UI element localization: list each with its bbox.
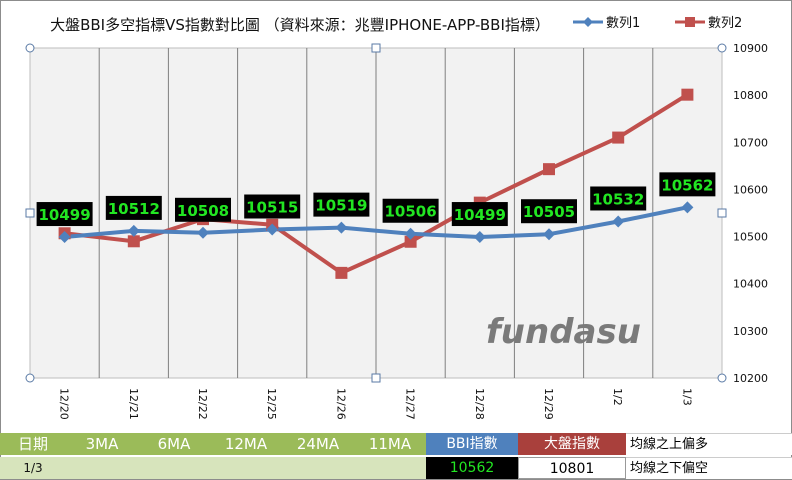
series2-point: [681, 88, 694, 101]
table-header-12ma: 12MA: [210, 433, 282, 455]
data-label-box: [105, 195, 162, 220]
table-date-value: 1/3: [0, 457, 66, 479]
series1-point: [58, 231, 71, 244]
legend-label-series1: 數列1: [606, 16, 640, 31]
table-header-bbi: BBI指數: [426, 433, 518, 455]
series-layer: [58, 88, 694, 279]
line-chart: 大盤BBI多空指標VS指數對比圖 （資料來源：兆豐IPHONE-APP-BBI指…: [25, 16, 768, 420]
table-header-index: 大盤指數: [518, 433, 626, 455]
legend-marker-series1: [583, 17, 593, 27]
y-axis-ticks: 10200 10300 10400 10500 10600 10700 10800 10900: [733, 42, 768, 385]
data-label: 10499: [39, 206, 91, 224]
y-tick-label: 10700: [733, 136, 768, 149]
series2-point: [543, 163, 555, 176]
data-label: 10508: [177, 202, 229, 220]
data-label-box: [382, 198, 439, 223]
watermark: fundasu: [486, 312, 641, 352]
table-header-6ma: 6MA: [138, 433, 210, 455]
legend-label-series2: 數列2: [708, 16, 742, 31]
table-ma-values: [66, 457, 426, 479]
data-labels-layer: 10499 10512 10508 10515 10519 10506 10499 10505…: [36, 172, 716, 227]
data-label: 10562: [661, 176, 713, 194]
data-label-box: [36, 202, 93, 227]
table-index-value: 10801: [518, 457, 626, 479]
table-header-3ma: 3MA: [66, 433, 138, 455]
series2-point: [404, 235, 417, 248]
table-header-date: 日期: [0, 433, 66, 455]
data-label-box: [521, 199, 577, 224]
x-tick-label: 1/2: [611, 388, 624, 406]
data-label: 10499: [454, 206, 506, 224]
series1-point: [543, 228, 555, 241]
y-tick-label: 10200: [733, 372, 768, 385]
y-tick-label: 10500: [733, 231, 768, 244]
series2-point: [335, 266, 348, 279]
data-label-box: [313, 192, 370, 217]
data-label: 10505: [523, 203, 575, 221]
data-label-box: [590, 186, 647, 211]
x-tick-label: 12/25: [265, 388, 278, 420]
x-tick-label: 12/22: [196, 388, 209, 420]
summary-table: 日期 3MA 6MA 12MA 24MA 11MA BBI指數 大盤指數 均線之…: [0, 433, 792, 480]
series1-point: [612, 215, 625, 228]
x-tick-label: 12/21: [127, 388, 140, 420]
series1-line: [64, 205, 688, 240]
resize-handle[interactable]: [717, 43, 727, 53]
resize-handle[interactable]: [717, 373, 727, 383]
resize-handle[interactable]: [25, 43, 35, 53]
x-tick-label: 12/28: [473, 388, 486, 420]
resize-handle[interactable]: [371, 373, 381, 383]
series2-point: [612, 131, 625, 144]
y-tick-label: 10900: [733, 42, 768, 55]
selection-handles[interactable]: [25, 43, 727, 383]
y-tick-label: 10600: [733, 183, 768, 196]
chart-title: 大盤BBI多空指標VS指數對比圖 （資料來源：兆豐IPHONE-APP-BBI指…: [50, 16, 550, 34]
data-label-box: [244, 194, 301, 219]
data-label: 10512: [108, 200, 160, 218]
x-tick-label: 12/29: [542, 388, 555, 420]
x-tick-label: 1/3: [680, 388, 693, 406]
resize-handle[interactable]: [371, 43, 381, 53]
series1-point: [681, 201, 694, 214]
table-note-bearish: 均線之下偏空: [626, 457, 792, 479]
series1-point: [127, 224, 140, 237]
series2-point: [127, 235, 140, 248]
x-axis-ticks: 12/20 12/21 12/22 12/25 12/26 12/27 12/28 12/29…: [58, 388, 694, 420]
legend-marker-series2: [685, 17, 695, 27]
data-label: 10532: [592, 190, 644, 208]
resize-handle[interactable]: [25, 208, 35, 218]
x-tick-label: 12/26: [334, 388, 347, 420]
table-bbi-value: 10562: [426, 457, 518, 479]
series1-point: [404, 227, 417, 240]
series1-point: [335, 221, 348, 234]
y-tick-label: 10800: [733, 89, 768, 102]
table-note-bullish: 均線之上偏多: [626, 433, 792, 455]
resize-handle[interactable]: [717, 208, 727, 218]
data-label: 10519: [315, 197, 367, 215]
series1-point: [197, 226, 209, 239]
data-label: 10515: [246, 199, 298, 217]
y-tick-label: 10400: [733, 278, 768, 291]
data-label: 10506: [385, 203, 437, 221]
x-tick-label: 12/20: [58, 388, 71, 420]
data-label-box: [659, 172, 716, 197]
vertical-gridlines: [98, 48, 654, 378]
table-header-11ma: 11MA: [354, 433, 426, 455]
resize-handle[interactable]: [25, 373, 35, 383]
y-tick-label: 10300: [733, 325, 768, 338]
data-label-box: [175, 197, 231, 222]
series1-point: [473, 231, 486, 244]
data-label-box: [451, 202, 508, 227]
series1-point: [266, 223, 279, 236]
table-header-24ma: 24MA: [282, 433, 354, 455]
x-tick-label: 12/27: [404, 388, 417, 420]
legend: 數列1 數列2: [573, 16, 742, 31]
